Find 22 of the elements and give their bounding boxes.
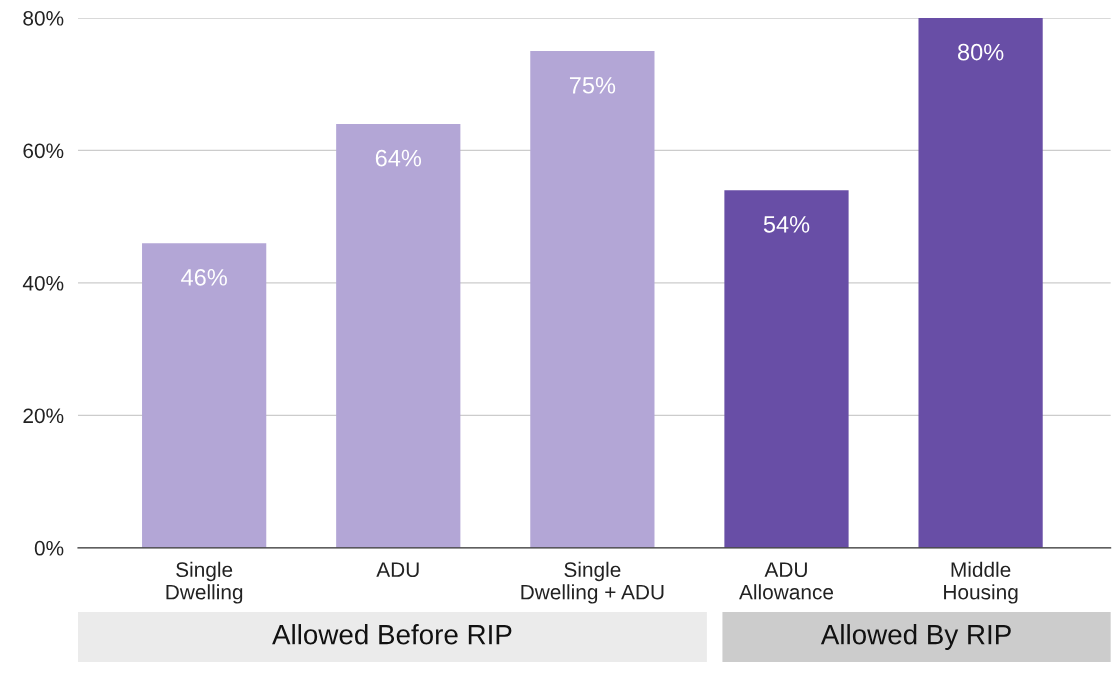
x-tick-label: Middle Housing	[944, 561, 1018, 604]
bar	[724, 190, 849, 548]
y-tick-label: 80%	[23, 10, 64, 26]
data-label: 80%	[958, 43, 1004, 61]
x-tick-label: ADU Allowance	[739, 562, 834, 600]
data-label: 46%	[181, 268, 227, 286]
bar	[918, 17, 1043, 548]
text: Allowed By RIP	[820, 624, 1011, 650]
text: Allowed Before RIP	[272, 624, 512, 645]
x-tick-label: Single Dwelling	[166, 561, 243, 604]
y-tick-label: 40%	[22, 275, 64, 291]
data-label: 64%	[375, 149, 422, 167]
y-tick-label: 60%	[23, 143, 64, 159]
x-tick-label: Single Dwelling + ADU	[521, 561, 664, 604]
bar	[336, 123, 461, 548]
data-label: 75%	[569, 77, 616, 94]
y-tick-label: 0%	[34, 540, 64, 556]
x-tick-label: ADU	[376, 562, 419, 578]
y-tick-label: 20%	[23, 408, 64, 424]
bar	[530, 51, 655, 548]
bar	[142, 243, 267, 548]
data-label: 54%	[763, 216, 810, 233]
